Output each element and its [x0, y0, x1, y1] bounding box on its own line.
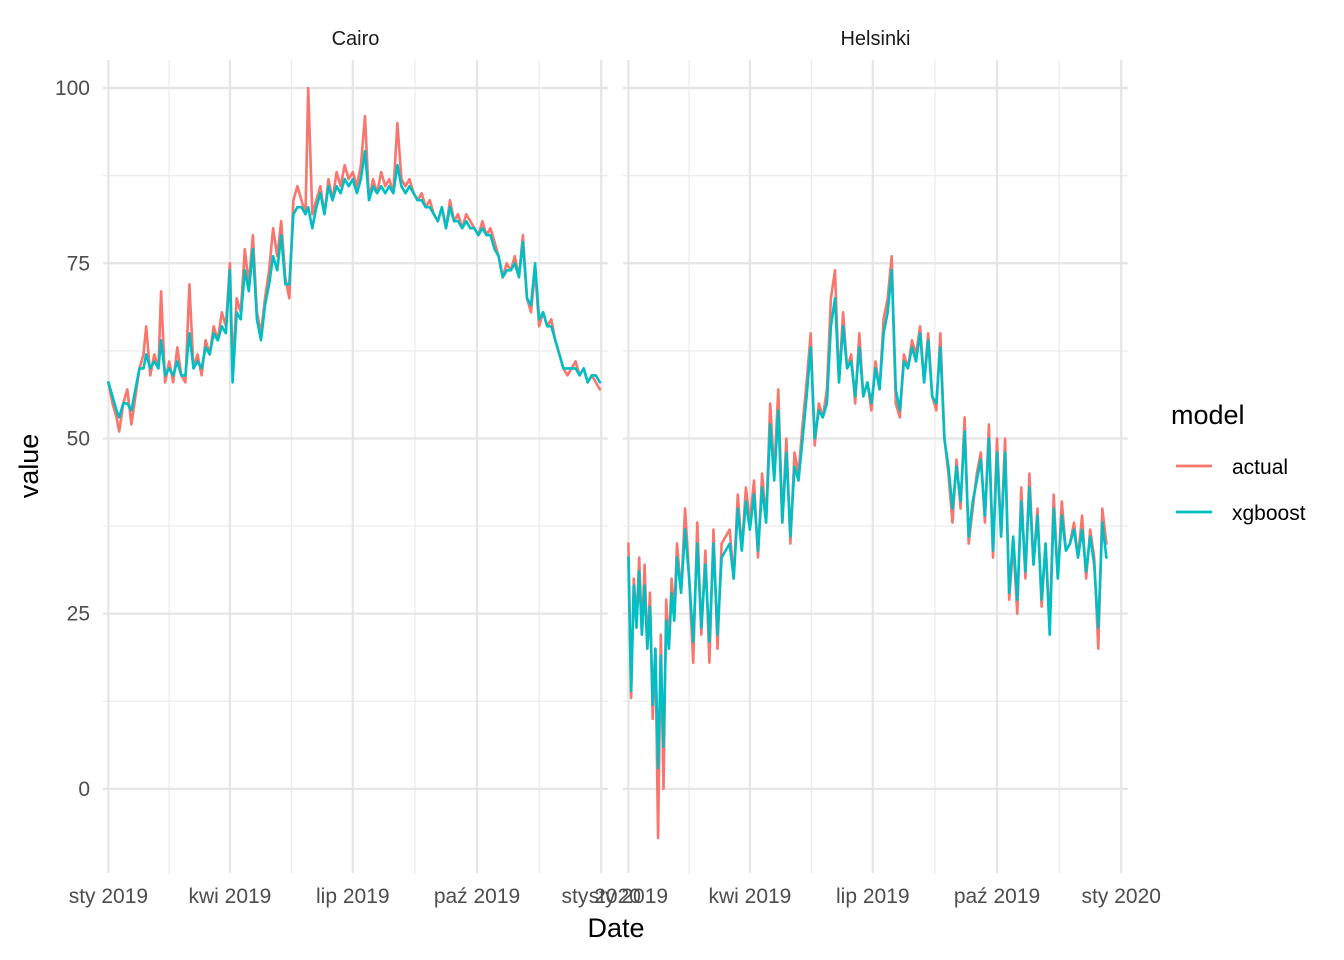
panel-title: Helsinki: [840, 28, 910, 50]
panel-title: Cairo: [332, 28, 380, 50]
series-line-actual: [107, 86, 602, 433]
y-axis-title: value: [14, 434, 44, 499]
x-axis-title: Date: [587, 913, 644, 943]
x-tick-label: sty 2019: [69, 885, 148, 908]
x-tick-label: sty 2019: [589, 885, 668, 908]
x-tick-label: sty 2020: [562, 885, 641, 908]
y-tick-label: 75: [67, 252, 90, 275]
legend-label-actual: actual: [1232, 456, 1288, 479]
x-tick-label: lip 2019: [836, 885, 910, 908]
legend-label-xgboost: xgboost: [1232, 502, 1306, 525]
x-tick-label: kwi 2019: [708, 885, 791, 908]
legend-title: model: [1171, 400, 1245, 430]
series-line-xgboost: [627, 269, 1108, 770]
panel-helsinki: Helsinki sty 2019 kwi 2019 lip 2019 paź 2019…: [589, 28, 1161, 908]
panel-cairo: Cairo sty 2019 kwi 2019 lip 2019 paź 2019 sty…: [55, 28, 641, 908]
x-tick-label: lip 2019: [316, 885, 390, 908]
series-line-xgboost: [107, 149, 602, 419]
x-tick-label: kwi 2019: [188, 885, 271, 908]
x-tick-label: paź 2019: [954, 885, 1040, 908]
x-tick-label: paź 2019: [434, 885, 520, 908]
legend: model actual xgboost: [1171, 400, 1306, 525]
y-tick-label: 25: [67, 603, 90, 626]
x-tick-label: sty 2020: [1082, 885, 1161, 908]
y-tick-label: 0: [78, 778, 90, 801]
y-tick-label: 100: [55, 77, 90, 100]
y-tick-label: 50: [67, 427, 90, 450]
